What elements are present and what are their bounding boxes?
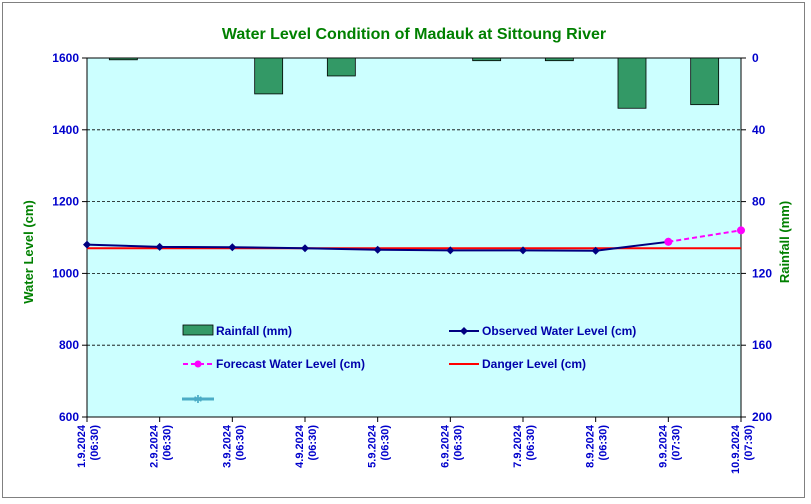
observed-point (446, 246, 455, 255)
rainfall-bars (108, 57, 720, 109)
forecast-water-level-line (668, 229, 742, 243)
forecast-point (664, 237, 673, 246)
x-tick-label: 3.9.2024(06:30) (221, 424, 246, 468)
observed-point (83, 240, 91, 249)
legend-observed-marker (460, 327, 468, 335)
observed-point (155, 242, 164, 251)
legend-observed-label: Observed Water Level (cm) (482, 324, 636, 338)
legend-extra-marker-star: ✱ (193, 393, 202, 406)
right-tick-label: 120 (752, 266, 772, 280)
left-tick-label: 1000 (52, 266, 79, 280)
plot-area (86, 57, 742, 418)
observed-point (591, 246, 600, 255)
x-tick-label: 4.9.2024(06:30) (294, 424, 319, 468)
observed-point (373, 245, 382, 254)
left-tick-label: 800 (59, 338, 79, 352)
gridlines (87, 129, 741, 346)
x-tick-label: 5.9.2024(06:30) (367, 424, 392, 468)
x-tick-label: 7.9.2024(06:30) (512, 424, 537, 468)
legend-forecast-label: Forecast Water Level (cm) (216, 357, 365, 371)
observed-point (228, 243, 237, 252)
observed-point (519, 246, 527, 255)
right-tick-label: 40 (752, 123, 766, 137)
legend: Rainfall (mm) Observed Water Level (cm) … (182, 324, 636, 406)
rainfall-bar (108, 57, 138, 61)
chart-title: Water Level Condition of Madauk at Sitto… (222, 26, 606, 43)
observed-point (301, 244, 309, 253)
rainfall-bar (254, 57, 284, 95)
legend-forecast-marker (194, 360, 202, 368)
x-tick-label: 10.9.2024(07:30) (730, 424, 755, 474)
x-tick-label: 6.9.2024(06:30) (439, 424, 464, 468)
rainfall-bar (690, 57, 720, 106)
left-tick-label: 1400 (52, 123, 79, 137)
legend-rainfall-label: Rainfall (mm) (216, 324, 292, 338)
forecast-point (737, 226, 745, 235)
rainfall-bar (472, 57, 502, 62)
right-tick-label: 200 (752, 410, 772, 424)
left-tick-label: 600 (59, 410, 79, 424)
right-tick-label: 80 (752, 195, 766, 209)
rainfall-bar (544, 57, 574, 62)
axes: 600 800 1000 1200 1400 1600 0 40 80 120 160 200 1.9.… (52, 51, 772, 474)
legend-danger-label: Danger Level (cm) (482, 357, 586, 371)
rainfall-bar (326, 57, 356, 77)
left-tick-label: 1600 (52, 51, 79, 65)
left-axis-label: Water Level (cm) (21, 200, 36, 304)
x-tick-label: 1.9.2024(06:30) (76, 424, 101, 468)
legend-rainfall-swatch (182, 324, 214, 336)
x-tick-label: 8.9.2024(06:30) (585, 424, 610, 468)
left-tick-label: 1200 (52, 195, 79, 209)
series-lines (83, 226, 745, 255)
rainfall-bar (617, 57, 647, 109)
x-tick-label: 2.9.2024(06:30) (149, 424, 174, 468)
right-axis-label: Rainfall (mm) (777, 201, 792, 283)
right-tick-label: 160 (752, 338, 772, 352)
right-tick-label: 0 (752, 51, 759, 65)
x-tick-label: 9.9.2024(07:30) (657, 424, 682, 468)
